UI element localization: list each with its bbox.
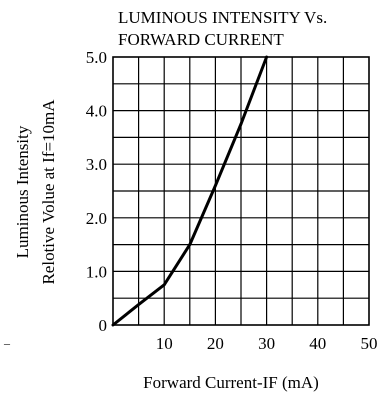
series-line <box>111 55 269 327</box>
x-axis-label: Forward Current-IF (mA) <box>143 373 319 392</box>
y-tick-label: 5.0 <box>86 48 107 67</box>
axis-mark: – <box>3 336 11 350</box>
chart-title: LUMINOUS INTENSITY Vs. FORWARD CURRENT <box>118 8 327 49</box>
plot-frame <box>112 56 370 326</box>
grid-lines <box>113 57 369 325</box>
x-tick-label: 40 <box>309 334 326 353</box>
y-tick-label: 4.0 <box>86 102 107 121</box>
x-tick-label: 30 <box>258 334 275 353</box>
x-tick-label: 50 <box>361 334 378 353</box>
y-tick-label: 2.0 <box>86 209 107 228</box>
y-tick-label: 3.0 <box>86 155 107 174</box>
tick-labels: 10 20 30 40 50 0 1.0 2.0 3.0 4.0 5.0 <box>86 48 378 353</box>
x-tick-label: 20 <box>207 334 224 353</box>
y-tick-label: 1.0 <box>86 262 107 281</box>
y-axis-label: Luminous Intensity <box>13 125 32 258</box>
y-axis-label-line-2: Relotive Volue at If=10mA <box>39 99 58 285</box>
y-axis-label-2: Relotive Volue at If=10mA <box>39 99 58 285</box>
chart-title-line-1: LUMINOUS INTENSITY Vs. <box>118 8 327 27</box>
y-tick-label: 0 <box>99 316 108 335</box>
chart-title-line-2: FORWARD CURRENT <box>118 30 284 49</box>
x-tick-label: 10 <box>156 334 173 353</box>
axes <box>112 56 370 326</box>
data-series <box>111 55 269 327</box>
y-axis-label-line-1: Luminous Intensity <box>13 125 32 258</box>
